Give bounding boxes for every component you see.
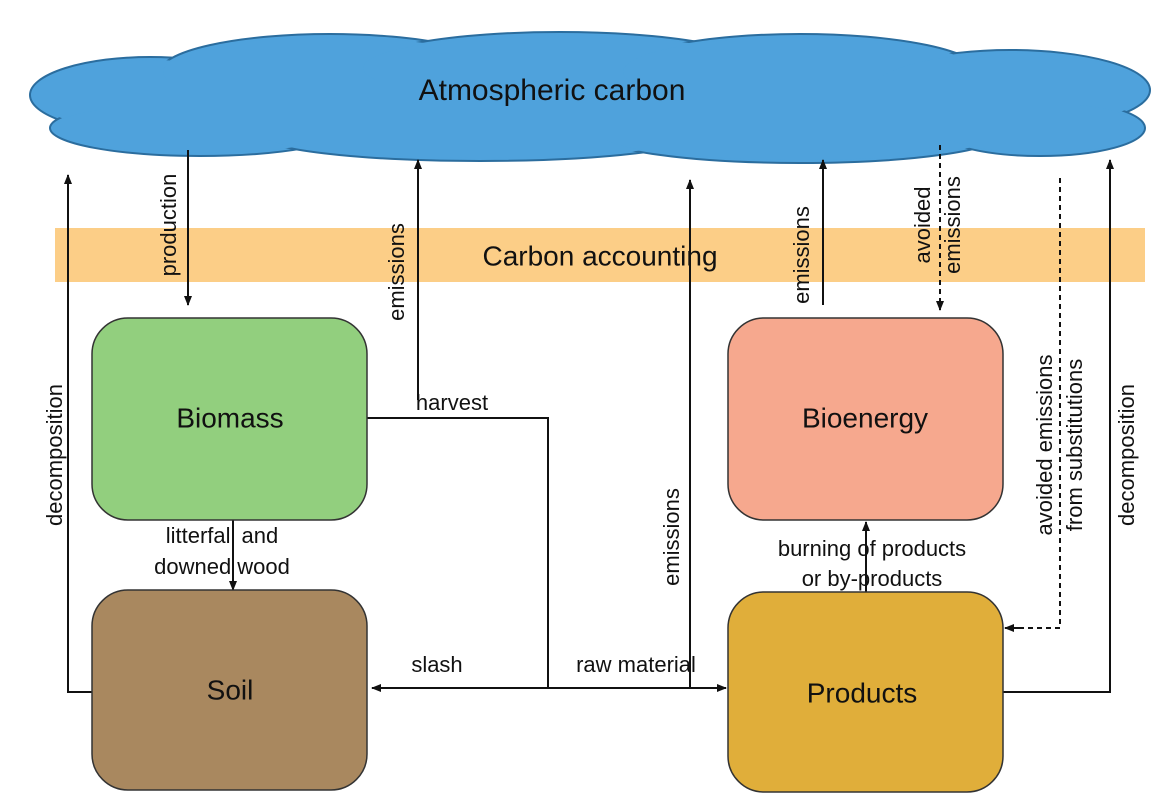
node-label: Products <box>807 677 918 708</box>
flow-label: raw material <box>576 652 696 677</box>
flow-label: downed wood <box>154 554 290 579</box>
flow-label: avoided <box>910 186 935 263</box>
flow-label: from substitutions <box>1062 359 1087 531</box>
node-label: Bioenergy <box>802 402 928 433</box>
soil-box <box>91 589 368 791</box>
flow-label: production <box>156 174 181 277</box>
biomass-box <box>91 317 368 521</box>
bioenergy-box <box>727 317 1004 521</box>
products-box <box>727 591 1004 793</box>
flow-label: slash <box>411 652 462 677</box>
flow-label: emissions <box>940 176 965 274</box>
node-label: Biomass <box>176 402 283 433</box>
accounting-band <box>55 228 1145 282</box>
flow-label: burning of products <box>778 536 966 561</box>
flow-label: or by-products <box>802 566 943 591</box>
flow-label: emissions <box>659 488 684 586</box>
flow-label: emissions <box>789 206 814 304</box>
flow-label: litterfall and <box>166 523 279 548</box>
flow-label: emissions <box>384 223 409 321</box>
flow-label: avoided emissions <box>1032 355 1057 536</box>
cloud <box>29 31 1151 164</box>
flow-label: harvest <box>416 390 488 415</box>
node-label: Soil <box>207 674 254 705</box>
arrows <box>64 145 1114 693</box>
band-label: Carbon accounting <box>482 240 717 271</box>
cloud-label: Atmospheric carbon <box>419 74 686 107</box>
flow-label: decomposition <box>1114 384 1139 526</box>
flow-label: decomposition <box>42 384 67 526</box>
